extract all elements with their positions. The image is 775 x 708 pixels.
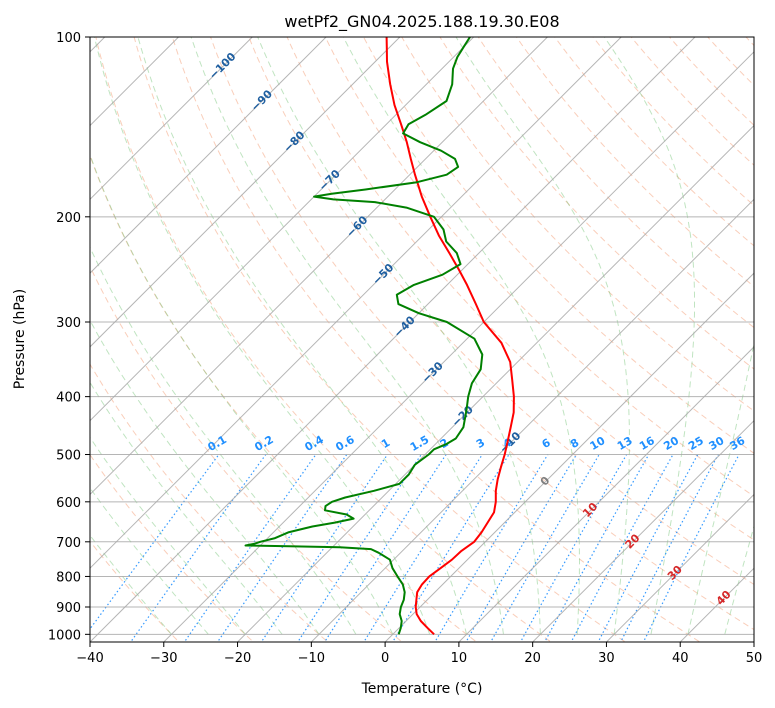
mixing-ratio-line <box>391 454 510 642</box>
isotherm-line <box>236 124 754 642</box>
isotherm-line <box>90 37 549 496</box>
dry-adiabat-line <box>90 154 478 642</box>
y-tick-label: 700 <box>56 536 81 551</box>
x-axis-label: Temperature (°C) <box>361 681 483 697</box>
isobars <box>90 37 754 635</box>
moist-adiabat-line <box>257 37 541 635</box>
mixing-ratio-line <box>434 454 549 642</box>
dry-adiabat-line <box>362 37 754 454</box>
dry-adiabat-line <box>133 37 627 642</box>
y-tick-label: 900 <box>56 601 81 616</box>
x-tick-label: 0 <box>381 651 389 666</box>
x-tick-label: 40 <box>672 651 689 666</box>
moist-adiabat-line <box>90 436 246 635</box>
mixing-ratio-line <box>620 454 719 642</box>
isotherm-line <box>90 37 401 348</box>
mixing-ratio-line <box>597 454 699 642</box>
y-tick-label: 300 <box>56 316 81 331</box>
x-tick-label: 50 <box>746 651 763 666</box>
isotherm-line <box>531 419 754 642</box>
moist-adiabat-line <box>190 37 504 635</box>
dry-adiabat-line <box>592 37 754 207</box>
dry-adiabats <box>90 37 754 642</box>
isotherm-line <box>90 37 622 569</box>
y-tick-label: 800 <box>56 570 81 585</box>
plot-background <box>90 37 754 642</box>
mixing-ratio-line <box>490 454 600 642</box>
sounding-profiles <box>244 37 515 636</box>
mixing-ratio-line <box>260 454 388 642</box>
x-tick-label: −10 <box>298 651 325 666</box>
dry-adiabat-line <box>439 37 754 370</box>
moist-adiabat-line <box>455 37 630 635</box>
plot-frame <box>89 36 755 643</box>
dry-adiabat-line <box>286 37 754 541</box>
y-tick-label: 600 <box>56 496 81 511</box>
y-axis-label: Pressure (hPa) <box>12 289 28 389</box>
moist-adiabat-line <box>687 341 754 635</box>
moist-adiabat-line <box>603 37 695 635</box>
moist-adiabat-line <box>93 37 431 635</box>
dry-adiabat-line <box>248 37 754 586</box>
chart-title: wetPf2_GN04.2025.188.19.30.E08 <box>284 12 559 32</box>
dry-adiabat-line <box>90 363 329 642</box>
isotherms <box>90 37 754 642</box>
mixing-ratio-line <box>465 454 578 642</box>
isotherm-line <box>384 272 754 642</box>
moist-adiabat-line <box>90 487 209 635</box>
x-tick-label: 20 <box>524 651 541 666</box>
isotherm-line <box>458 346 754 642</box>
mixing-ratio-line <box>183 454 317 642</box>
isotherm-line <box>605 493 754 642</box>
y-tick-label: 500 <box>56 449 81 464</box>
moist-adiabat-line <box>724 524 754 635</box>
moist-adiabat-line <box>90 534 172 635</box>
temperature-profile-line <box>385 37 515 636</box>
mixing-ratio-line <box>570 454 674 642</box>
moist-adiabat-line <box>90 246 357 635</box>
moist-adiabats <box>90 37 754 635</box>
moist-adiabat-line <box>90 319 320 635</box>
isotherm-line <box>310 198 754 642</box>
y-tick-label: 1000 <box>48 628 81 643</box>
dry-adiabat-line <box>90 453 255 642</box>
x-tick-label: 10 <box>451 651 468 666</box>
isotherm-line <box>90 37 475 422</box>
y-tick-label: 200 <box>56 211 81 226</box>
y-axis: 100 200 300 400 500 600 700 800 900 1000 <box>48 31 90 643</box>
y-tick-label: 400 <box>56 391 81 406</box>
isotherm-line <box>90 37 696 642</box>
mixing-ratio-line <box>216 454 348 642</box>
y-tick-label: 100 <box>56 31 81 46</box>
dry-adiabat-line <box>90 265 403 642</box>
x-tick-label: −30 <box>150 651 177 666</box>
x-tick-label: −20 <box>224 651 251 666</box>
x-tick-label: −40 <box>76 651 103 666</box>
moist-adiabat-line <box>90 381 283 635</box>
dry-adiabat-line <box>515 37 754 288</box>
isotherm-line <box>90 37 254 201</box>
x-axis: −40 −30 −20 −10 0 10 20 30 40 50 <box>76 642 762 666</box>
moist-adiabat-line <box>137 37 468 635</box>
dry-adiabat-line <box>95 37 552 642</box>
dry-adiabat-line <box>554 37 754 247</box>
mixing-ratio-line <box>519 454 628 642</box>
dewpoint-profile-line <box>244 37 484 635</box>
dry-adiabat-line <box>171 37 701 642</box>
mixing-ratio-line <box>363 454 483 642</box>
dry-adiabat-line <box>210 37 754 631</box>
isotherm-line <box>90 37 327 274</box>
dry-adiabat-line <box>324 37 754 497</box>
moist-adiabat-line <box>342 37 580 635</box>
x-tick-label: 30 <box>598 651 615 666</box>
